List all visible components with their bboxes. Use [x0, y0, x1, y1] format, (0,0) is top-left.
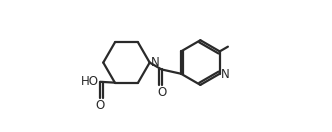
Text: N: N [221, 68, 229, 81]
Text: O: O [157, 86, 166, 99]
Text: O: O [96, 99, 105, 112]
Text: HO: HO [81, 75, 99, 88]
Text: N: N [150, 56, 159, 69]
